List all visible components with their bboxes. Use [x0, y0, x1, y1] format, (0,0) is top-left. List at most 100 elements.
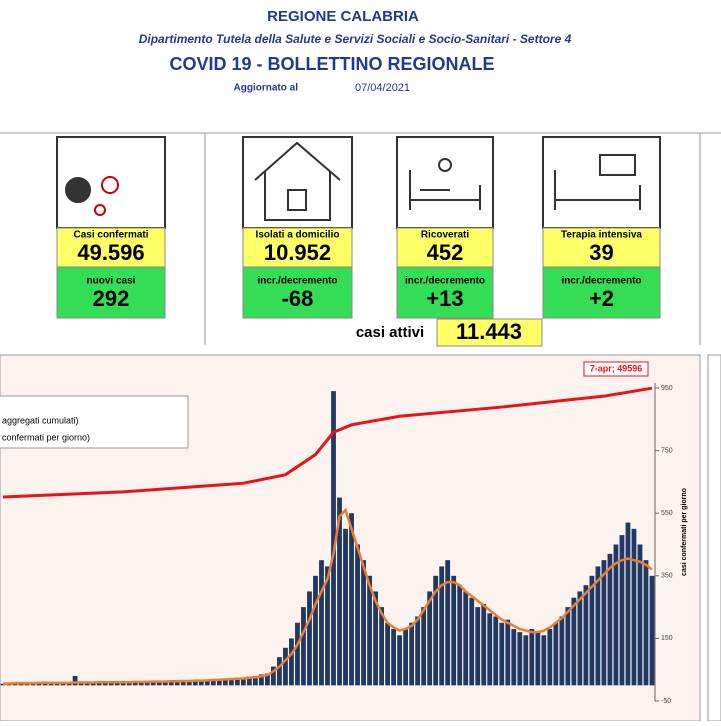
card-change-box	[396, 266, 494, 319]
bar	[72, 675, 78, 686]
bar	[331, 391, 336, 686]
bar	[174, 681, 180, 686]
updated-label: Aggiornato al	[234, 83, 299, 94]
bar	[583, 585, 589, 686]
bar	[577, 591, 583, 686]
bar	[240, 679, 246, 686]
bar	[445, 560, 451, 686]
bar	[607, 553, 613, 686]
card-label: Isolati a domicilio	[256, 230, 340, 241]
bar	[361, 560, 366, 686]
y-tick-label: 950	[661, 385, 673, 392]
bar	[475, 607, 481, 686]
bar	[144, 681, 150, 686]
bar	[120, 682, 126, 686]
bar	[301, 607, 306, 686]
active-value: 11.443	[456, 319, 522, 344]
y-tick-label: 150	[661, 635, 673, 642]
bar	[451, 575, 457, 686]
bar	[216, 679, 222, 686]
card-change-label: incr./decremento	[405, 276, 485, 287]
active-box	[436, 318, 543, 347]
bar	[511, 629, 517, 686]
card-change-box	[56, 266, 166, 319]
bar	[403, 629, 409, 686]
bar	[222, 679, 228, 686]
bar	[397, 635, 403, 686]
bar	[198, 680, 204, 686]
bar	[180, 680, 186, 686]
bar	[265, 673, 270, 686]
active-label: casi attivi	[356, 324, 424, 341]
bar	[595, 566, 601, 686]
card-change: +13	[426, 286, 463, 311]
bar	[547, 629, 553, 686]
bar	[373, 591, 378, 686]
bar	[619, 535, 625, 686]
bar	[409, 622, 415, 686]
bar	[415, 616, 421, 686]
y-tick-label: 750	[661, 447, 673, 454]
card-value: 452	[427, 240, 464, 265]
bar	[78, 682, 84, 686]
bar	[481, 603, 487, 686]
bar	[337, 497, 342, 686]
card-value-box	[242, 227, 353, 268]
bar	[48, 683, 54, 686]
bar	[625, 522, 631, 686]
icons	[56, 136, 661, 229]
bar	[457, 585, 463, 686]
bar	[385, 622, 390, 686]
moving-average-line	[2, 507, 653, 686]
cumulative-line	[2, 386, 653, 499]
bar	[469, 597, 475, 686]
bar	[192, 681, 198, 686]
bar	[391, 629, 397, 686]
card-change: -68	[282, 286, 314, 311]
bar	[421, 607, 427, 686]
bar	[433, 575, 439, 686]
bar	[102, 683, 108, 686]
bar	[138, 682, 144, 686]
bar	[228, 678, 234, 686]
bar	[126, 682, 132, 686]
department: Dipartimento Tutela della Salute e Servi…	[139, 32, 572, 46]
bar	[427, 591, 433, 686]
updated-date: 07/04/2021	[355, 82, 410, 94]
bar	[96, 681, 102, 686]
card-value: 49.596	[77, 240, 144, 265]
bar	[499, 622, 505, 686]
bar	[487, 613, 493, 686]
bar	[355, 544, 360, 686]
card-label: Terapia intensiva	[561, 230, 642, 241]
bar	[289, 638, 294, 686]
card-value-box	[542, 227, 661, 268]
bar	[589, 575, 595, 686]
card-change-label: incr./decremento	[257, 276, 337, 287]
card-label: Casi confermati	[73, 230, 148, 241]
bar	[204, 679, 210, 686]
annotation-box	[583, 361, 649, 377]
bar	[553, 622, 559, 686]
bar	[84, 683, 90, 686]
bar	[210, 680, 216, 686]
bar	[252, 675, 258, 686]
bar	[54, 682, 60, 686]
legend	[0, 395, 189, 449]
bar	[517, 632, 523, 686]
bar	[349, 513, 354, 686]
bar	[186, 680, 192, 686]
bar	[541, 635, 547, 686]
bar	[643, 560, 649, 686]
bar	[313, 575, 318, 686]
card-value: 39	[589, 240, 613, 265]
card-change: +2	[589, 286, 614, 311]
y-axis-label: casi confermati per giorno	[681, 488, 688, 576]
bar	[439, 566, 445, 686]
y-tick-label: -50	[661, 698, 671, 705]
bar	[295, 622, 300, 686]
bar	[565, 607, 571, 686]
bar	[162, 681, 168, 686]
